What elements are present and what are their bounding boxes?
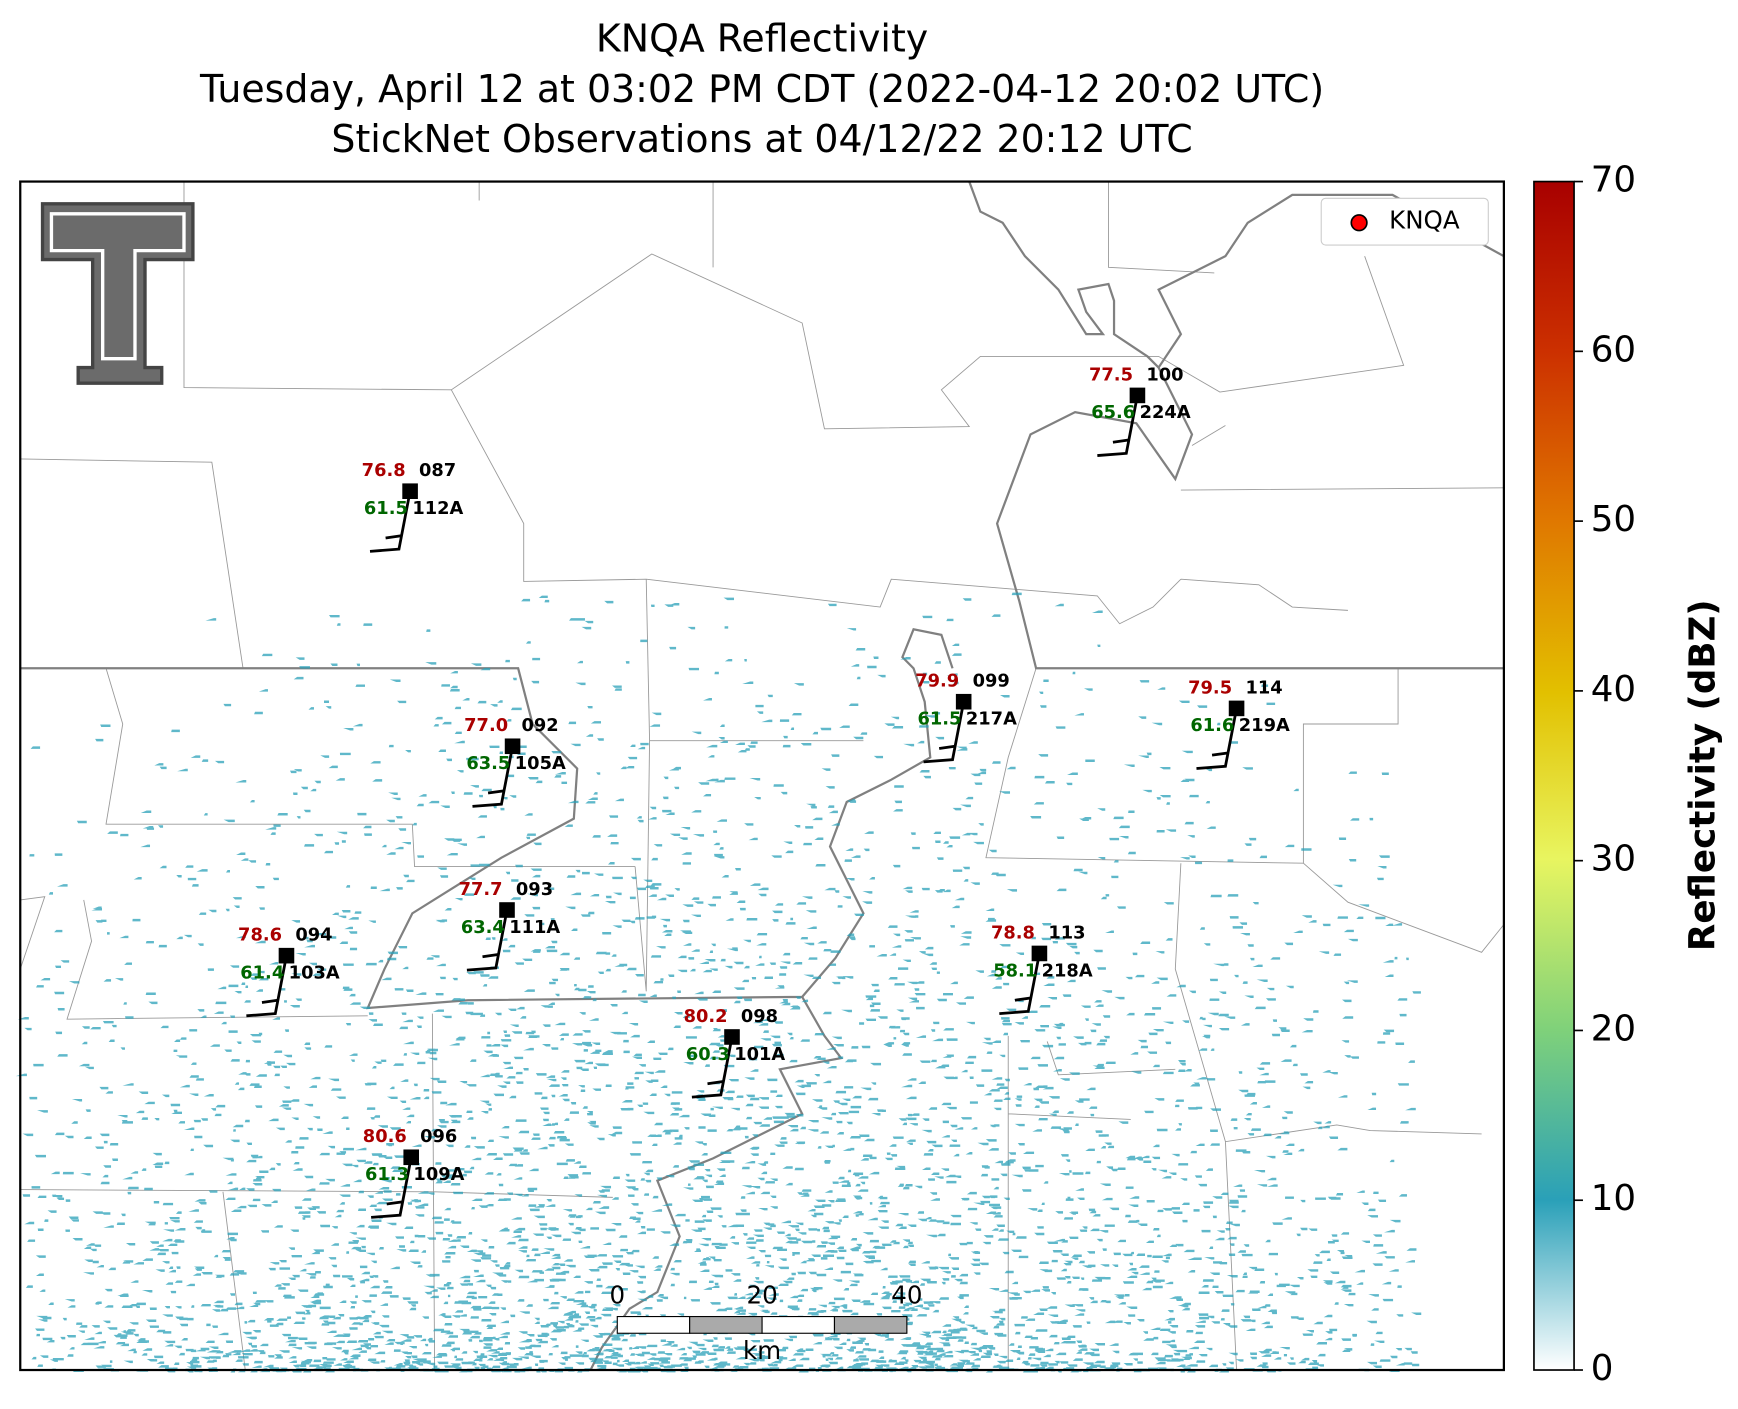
pressure: 094 [295, 925, 332, 946]
temperature: 77.7 [459, 879, 503, 900]
map-frame [19, 180, 1505, 1372]
station-marker [499, 902, 515, 918]
temperature: 79.5 [1188, 677, 1232, 698]
county-borders [19, 181, 1505, 1371]
state-border [20, 181, 1505, 1371]
colorbar-tick-label: 60 [1591, 329, 1636, 370]
dewpoint: 58.1 [993, 960, 1037, 981]
temperature: 78.6 [238, 925, 282, 946]
scale-segment [761, 1315, 836, 1334]
legend-label: KNQA [1389, 206, 1460, 235]
title-line: StickNet Observations at 04/12/22 20:12 … [331, 117, 1192, 161]
temperature: 79.9 [915, 671, 959, 692]
colorbar-label: Reflectivity (dBZ) [1682, 599, 1723, 951]
logo-shape [40, 202, 195, 385]
station-id: 101A [734, 1044, 785, 1065]
pressure: 093 [516, 879, 553, 900]
legend: KNQA [1320, 197, 1489, 246]
scale-bar: 0 20 40 km [609, 1281, 922, 1366]
station-marker [402, 483, 418, 499]
station-id: 103A [289, 962, 340, 983]
map-background [15, 181, 1505, 1373]
temperature: 80.2 [684, 1006, 728, 1027]
scale-tick-label: 20 [746, 1281, 777, 1310]
colorbar [1533, 180, 1575, 1371]
station-id: 109A [413, 1164, 464, 1185]
wind-barb [1097, 395, 1139, 457]
station-marker [504, 738, 521, 755]
pressure: 098 [741, 1006, 778, 1027]
station-id: 224A [1140, 402, 1191, 423]
scale-segment [833, 1315, 908, 1334]
station-marker [724, 1029, 740, 1045]
colorbar-tick-label: 0 [1591, 1348, 1614, 1389]
colorbar-tick-label: 30 [1591, 839, 1636, 880]
dewpoint: 61.5 [917, 709, 961, 730]
pressure: 092 [521, 715, 558, 736]
station-id: 219A [1239, 715, 1290, 736]
pressure: 100 [1146, 364, 1183, 385]
colorbar-ticks: 0 10 20 30 40 50 60 70 [1574, 160, 1636, 1389]
station-marker [1129, 387, 1146, 404]
dewpoint: 63.5 [466, 753, 510, 774]
legend-box [1320, 197, 1489, 246]
temperature: 77.0 [464, 715, 508, 736]
wind-barb [246, 955, 288, 1018]
logo [40, 202, 195, 385]
scale-tick-label: 0 [609, 1281, 625, 1310]
pressure: 114 [1245, 677, 1282, 698]
temperature: 76.8 [362, 460, 406, 481]
map-frame-fill [20, 181, 1504, 1371]
station-marker [403, 1149, 420, 1166]
dewpoint: 61.4 [240, 962, 284, 983]
pressure: 113 [1048, 922, 1085, 943]
station-id: 111A [509, 917, 560, 938]
colorbar-tick-label: 50 [1591, 499, 1636, 540]
station-marker [955, 693, 972, 710]
wind-barb [923, 701, 966, 764]
colorbar-tick-label: 20 [1591, 1008, 1636, 1049]
dewpoint: 63.4 [461, 917, 505, 938]
dewpoint: 61.3 [365, 1164, 409, 1185]
wind-barb [466, 909, 509, 972]
legend-marker [1350, 214, 1368, 232]
scale-tick-label: 40 [891, 1281, 922, 1310]
station-id: 112A [412, 498, 463, 519]
wind-barb [472, 746, 514, 808]
station-marker [1228, 700, 1245, 717]
title-block: KNQA Reflectivity Tuesday, April 12 at 03… [199, 17, 1324, 161]
dewpoint: 61.6 [1190, 715, 1234, 736]
temperature: 80.6 [363, 1126, 407, 1147]
station-marker [1031, 945, 1048, 962]
station-id: 105A [515, 753, 566, 774]
temperature: 77.5 [1089, 364, 1133, 385]
wind-barb [369, 490, 412, 553]
station-id: 217A [966, 709, 1017, 730]
wind-barb [999, 953, 1041, 1015]
colorbar-tick-label: 10 [1591, 1178, 1636, 1219]
title-line: KNQA Reflectivity [596, 17, 928, 61]
wind-barb [1196, 708, 1238, 770]
scale-unit: km [743, 1336, 781, 1365]
dewpoint: 65.6 [1091, 402, 1135, 423]
wind-barb [691, 1036, 734, 1099]
dewpoint: 60.3 [686, 1044, 730, 1065]
station-marker [278, 947, 295, 964]
station-id: 218A [1042, 960, 1093, 981]
temperature: 78.8 [991, 922, 1035, 943]
pressure: 099 [973, 671, 1010, 692]
colorbar-tick-label: 70 [1591, 160, 1636, 201]
logo-inner [49, 212, 186, 361]
pressure: 087 [419, 460, 456, 481]
dewpoint: 61.5 [364, 498, 408, 519]
scale-segment [616, 1315, 691, 1334]
title-line: Tuesday, April 12 at 03:02 PM CDT (2022-… [199, 67, 1324, 111]
colorbar-tick-label: 40 [1591, 669, 1636, 710]
scale-segment [689, 1315, 763, 1334]
wind-barb [371, 1157, 413, 1219]
pressure: 096 [420, 1126, 457, 1147]
